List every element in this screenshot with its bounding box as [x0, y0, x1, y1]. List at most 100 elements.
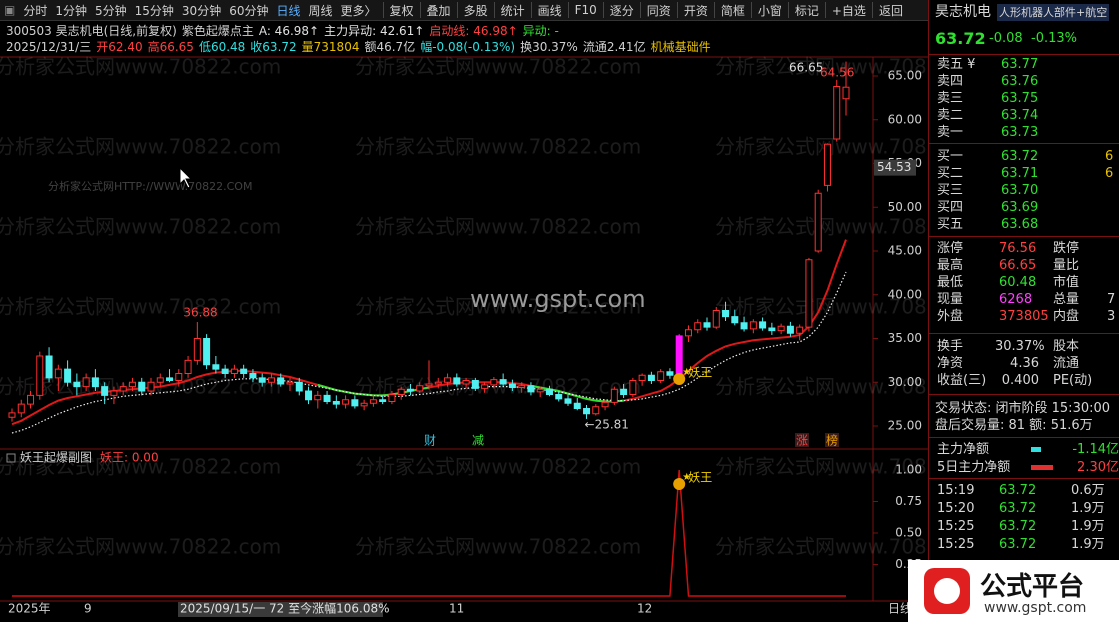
- period-tab[interactable]: 5分钟: [95, 3, 127, 18]
- cursor-info-box: [178, 602, 383, 617]
- panel-cell: 内盘: [1053, 309, 1080, 324]
- panel-row: 买四 63.69: [929, 199, 1119, 216]
- period-tab[interactable]: 15分钟: [134, 3, 174, 18]
- panel-cell: 63.72: [999, 537, 1037, 552]
- tool-button[interactable]: 返回: [878, 3, 903, 18]
- panel-cell: 昊志机电: [935, 4, 991, 20]
- candle-body: [17, 403, 25, 414]
- panel-row: 15:20 63.72 1.9万: [929, 500, 1119, 517]
- info-item: 主力异动: 42.61↑: [324, 24, 425, 38]
- toolbar: ▣ 分时 1分钟 5分钟 15分钟 30分钟 60分钟 日线 周线 更多〉 复权 叠加 多股 统计 画线 F1…: [0, 0, 928, 21]
- tool-button[interactable]: 逐分: [609, 3, 634, 18]
- watermark: 分析家公式网www.70822.com: [715, 55, 928, 79]
- marker: 榜: [826, 433, 838, 448]
- panel-cell: 60.48: [999, 275, 1037, 290]
- panel-cell: 63.72: [999, 519, 1037, 534]
- candle-body: [722, 310, 730, 318]
- y-tick-label: 50.00: [888, 200, 922, 214]
- candle-body: [323, 394, 331, 402]
- candle-body: [703, 322, 711, 328]
- period-tab[interactable]: 30分钟: [181, 3, 222, 18]
- candle-body: [657, 371, 665, 381]
- tool-button[interactable]: 叠加: [426, 3, 451, 18]
- tool-button[interactable]: 小窗: [757, 3, 782, 18]
- tool-button[interactable]: 多股: [463, 3, 488, 18]
- candle-body: [620, 388, 628, 395]
- period-tab[interactable]: 周线: [308, 3, 333, 18]
- watermark: 分析家公式网www.70822.com: [355, 135, 641, 159]
- candle-body: [481, 384, 489, 389]
- candle-body: [712, 310, 720, 328]
- panel-cell: 63.72: [999, 501, 1037, 516]
- candle-body: [425, 383, 433, 387]
- candle-body: [573, 402, 581, 409]
- candle-body: [842, 86, 850, 100]
- indicator-line: [530, 384, 624, 403]
- period-tab[interactable]: 1分钟: [55, 3, 87, 18]
- candle-body: [555, 394, 563, 400]
- panel-row: 收益(三) 0.400 PE(动): [929, 372, 1119, 389]
- info-line: 300503 昊志机电(日线,前复权) 紫色起爆点主 A: 46.98↑ 主力异动: …: [6, 22, 564, 39]
- panel-cell: 1.9万: [1071, 537, 1105, 552]
- panel-cell: 买四: [937, 200, 964, 215]
- candle-body: [267, 377, 275, 383]
- tool-button[interactable]: 简框: [720, 3, 745, 18]
- panel-cell: 卖四: [937, 74, 964, 89]
- period-tab[interactable]: 日线: [276, 3, 301, 18]
- panel-row: 63.72 -0.08 -0.13%: [929, 30, 1119, 47]
- period-tab[interactable]: 更多〉: [340, 3, 377, 18]
- candle-body: [833, 86, 841, 140]
- candle-body: [796, 326, 804, 334]
- watermark: 分析家公式网www.70822.com: [715, 455, 928, 479]
- divider: [929, 143, 1119, 144]
- tool-button[interactable]: 同资: [646, 3, 671, 18]
- tool-button[interactable]: +自选: [831, 3, 866, 18]
- info-item: 量731804: [301, 40, 360, 54]
- candle-body: [175, 373, 183, 381]
- candle-body: [629, 380, 637, 395]
- panel-cell: 最低: [937, 275, 964, 290]
- candle-body: [360, 402, 368, 407]
- candle-body: [388, 394, 396, 402]
- panel-cell: 买二: [937, 166, 964, 181]
- x-tick-label: 12: [637, 602, 652, 616]
- marker: 财: [424, 434, 436, 448]
- panel-row: 15:25 63.72 1.9万: [929, 518, 1119, 535]
- panel-cell: 76.56: [999, 241, 1037, 256]
- panel-cell: 买三: [937, 183, 964, 198]
- panel-cell: 交易状态: 闭市阶段 15:30:00: [935, 401, 1111, 416]
- period-tab[interactable]: 分时: [23, 3, 48, 18]
- tool-button[interactable]: 开资: [683, 3, 708, 18]
- panel-cell: 现量: [937, 292, 964, 307]
- panel-cell: 量比: [1053, 258, 1080, 273]
- panel-cell: -1.14亿: [1072, 442, 1119, 457]
- panel-cell: 1.9万: [1071, 501, 1105, 516]
- tool-button[interactable]: 统计: [500, 3, 525, 18]
- panel-row: 卖四 63.76: [929, 73, 1119, 90]
- panel-cell: 15:20: [937, 501, 975, 516]
- panel-row: 昊志机电 人形机器人部件+航空: [929, 4, 1119, 21]
- tool-button[interactable]: F10: [574, 3, 597, 17]
- panel-cell: 15:19: [937, 483, 975, 498]
- watermark: 分析家公式网www.70822.com: [715, 215, 928, 239]
- panel-cell: 总量: [1053, 292, 1080, 307]
- panel-cell: 卖三: [937, 91, 964, 106]
- info-item: 紫色起爆点主: [181, 24, 254, 38]
- tool-button[interactable]: 标记: [794, 3, 819, 18]
- x-tick-label: 11: [449, 602, 464, 616]
- info-item: 高66.65: [147, 40, 194, 54]
- x-tick-label: 9: [84, 602, 92, 616]
- tool-button[interactable]: 画线: [537, 3, 562, 18]
- candle-body: [230, 368, 238, 374]
- candle-body: [332, 401, 340, 405]
- candle-body: [101, 386, 109, 396]
- quote-panel: 昊志机电 人形机器人部件+航空 63.72 -0.08 -0.13% 卖五 ¥63.77 卖…: [928, 0, 1119, 622]
- panel-row: 盘后交易量: 81 额: 51.6万: [929, 417, 1119, 434]
- signal-icon: [673, 478, 686, 490]
- period-tab[interactable]: 60分钟: [229, 3, 269, 18]
- panel-cell: 流通: [1053, 356, 1080, 371]
- candle-body: [203, 338, 211, 366]
- watermark: 分析家公式网HTTP://WWW.70822.COM: [48, 179, 252, 193]
- tool-button[interactable]: 复权: [389, 3, 414, 18]
